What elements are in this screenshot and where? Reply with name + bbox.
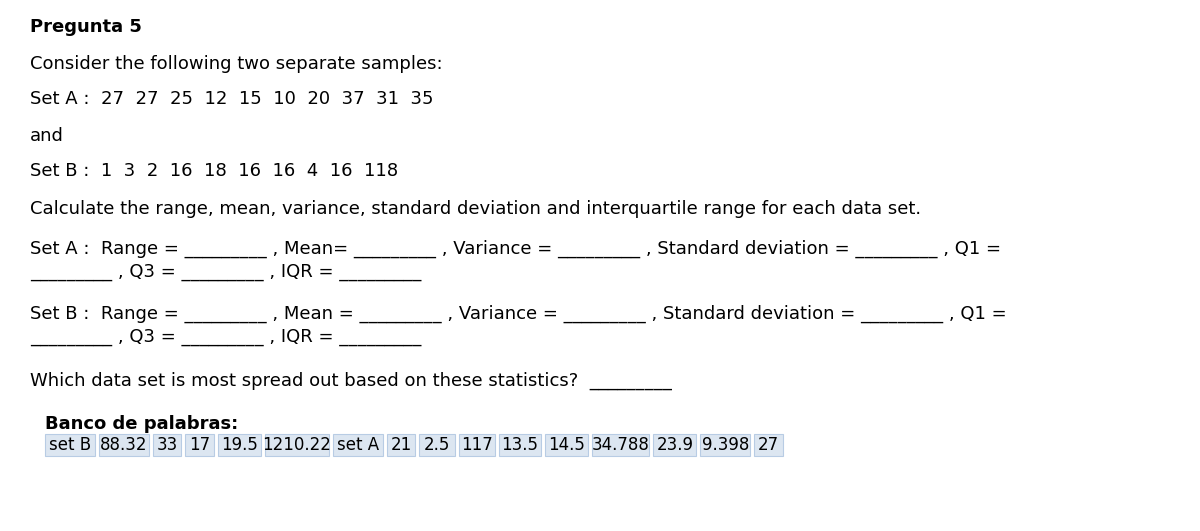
Text: Set B :  Range = _________ , Mean = _________ , Variance = _________ , Standard : Set B : Range = _________ , Mean = _____… — [30, 305, 1007, 323]
FancyBboxPatch shape — [386, 434, 415, 456]
FancyBboxPatch shape — [499, 434, 541, 456]
Text: 23.9: 23.9 — [656, 436, 694, 454]
Text: Calculate the range, mean, variance, standard deviation and interquartile range : Calculate the range, mean, variance, sta… — [30, 200, 922, 218]
Text: 21: 21 — [390, 436, 412, 454]
FancyBboxPatch shape — [653, 434, 696, 456]
Text: 117: 117 — [461, 436, 493, 454]
Text: _________ , Q3 = _________ , IQR = _________: _________ , Q3 = _________ , IQR = _____… — [30, 328, 421, 346]
FancyBboxPatch shape — [593, 434, 649, 456]
Text: 13.5: 13.5 — [502, 436, 539, 454]
Text: 14.5: 14.5 — [548, 436, 586, 454]
FancyBboxPatch shape — [334, 434, 383, 456]
FancyBboxPatch shape — [154, 434, 181, 456]
Text: 2.5: 2.5 — [424, 436, 450, 454]
Text: 33: 33 — [156, 436, 178, 454]
FancyBboxPatch shape — [420, 434, 455, 456]
Text: _________ , Q3 = _________ , IQR = _________: _________ , Q3 = _________ , IQR = _____… — [30, 263, 421, 281]
Text: Pregunta 5: Pregunta 5 — [30, 18, 142, 36]
Text: 88.32: 88.32 — [101, 436, 148, 454]
FancyBboxPatch shape — [545, 434, 588, 456]
FancyBboxPatch shape — [218, 434, 260, 456]
FancyBboxPatch shape — [265, 434, 329, 456]
Text: Set A :  Range = _________ , Mean= _________ , Variance = _________ , Standard d: Set A : Range = _________ , Mean= ______… — [30, 240, 1001, 258]
Text: set B: set B — [49, 436, 91, 454]
Text: 19.5: 19.5 — [221, 436, 258, 454]
FancyBboxPatch shape — [98, 434, 149, 456]
Text: 27: 27 — [758, 436, 779, 454]
Text: 17: 17 — [190, 436, 210, 454]
FancyBboxPatch shape — [458, 434, 494, 456]
FancyBboxPatch shape — [701, 434, 750, 456]
Text: 34.788: 34.788 — [592, 436, 649, 454]
Text: Set B :  1  3  2  16  18  16  16  4  16  118: Set B : 1 3 2 16 18 16 16 4 16 118 — [30, 162, 398, 180]
Text: Banco de palabras:: Banco de palabras: — [46, 415, 239, 433]
Text: Set A :  27  27  25  12  15  10  20  37  31  35: Set A : 27 27 25 12 15 10 20 37 31 35 — [30, 90, 433, 108]
Text: set A: set A — [337, 436, 379, 454]
Text: Consider the following two separate samples:: Consider the following two separate samp… — [30, 55, 443, 73]
Text: and: and — [30, 127, 64, 145]
FancyBboxPatch shape — [186, 434, 214, 456]
FancyBboxPatch shape — [754, 434, 782, 456]
Text: Which data set is most spread out based on these statistics?  _________: Which data set is most spread out based … — [30, 372, 672, 390]
Text: 1210.22: 1210.22 — [263, 436, 331, 454]
FancyBboxPatch shape — [46, 434, 95, 456]
Text: 9.398: 9.398 — [702, 436, 749, 454]
